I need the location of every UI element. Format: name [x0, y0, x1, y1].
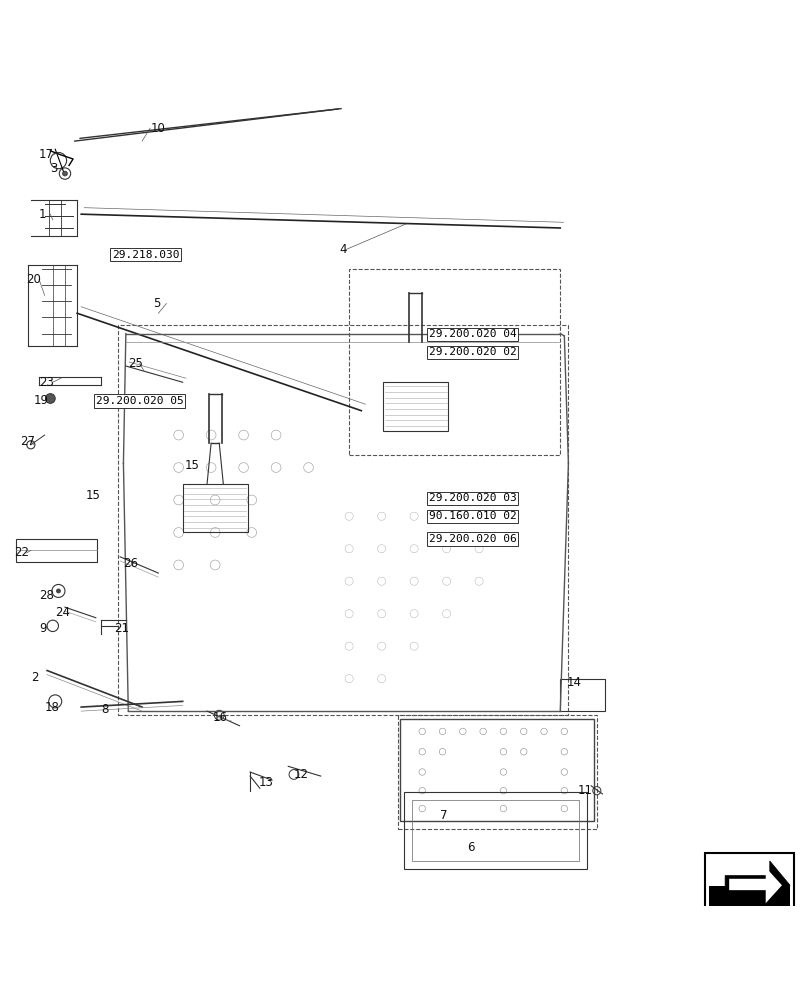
Text: 28: 28: [39, 589, 54, 602]
Polygon shape: [724, 861, 789, 910]
Text: 5: 5: [152, 297, 160, 310]
Bar: [397, 715, 596, 829]
Bar: [708, 886, 789, 908]
Text: 8: 8: [101, 703, 109, 716]
Text: 26: 26: [123, 557, 138, 570]
Text: 22: 22: [15, 546, 29, 559]
Text: 25: 25: [128, 357, 143, 370]
Text: 29.200.020 02: 29.200.020 02: [428, 347, 516, 357]
Text: 29.200.020 03: 29.200.020 03: [428, 493, 516, 503]
Text: 11: 11: [577, 784, 592, 797]
Text: 13: 13: [258, 776, 272, 789]
Text: 3: 3: [50, 162, 58, 175]
Text: 6: 6: [466, 841, 474, 854]
Text: 29.218.030: 29.218.030: [112, 250, 179, 260]
Text: 20: 20: [26, 273, 41, 286]
Text: 21: 21: [114, 622, 128, 635]
Bar: [118, 325, 568, 715]
Bar: [383, 382, 448, 431]
Text: 24: 24: [55, 606, 70, 619]
Circle shape: [56, 589, 61, 593]
Bar: [399, 719, 594, 821]
Text: 15: 15: [85, 489, 100, 502]
Bar: [704, 853, 793, 914]
Circle shape: [45, 394, 55, 403]
Text: 16: 16: [212, 711, 227, 724]
Text: 7: 7: [440, 809, 447, 822]
Text: 4: 4: [339, 243, 346, 256]
Text: 1: 1: [39, 208, 46, 221]
Text: 23: 23: [39, 376, 54, 389]
Text: 18: 18: [45, 701, 59, 714]
Text: 9: 9: [39, 622, 46, 635]
Text: 17: 17: [39, 148, 54, 161]
Text: 27: 27: [20, 435, 35, 448]
Bar: [404, 792, 586, 869]
Bar: [16, 539, 97, 562]
Text: 19: 19: [34, 394, 49, 407]
Text: 90.160.010 02: 90.160.010 02: [428, 511, 516, 521]
Text: 29.200.020 06: 29.200.020 06: [428, 534, 516, 544]
Text: 10: 10: [150, 122, 165, 135]
Bar: [349, 269, 560, 455]
Text: 15: 15: [185, 459, 200, 472]
Bar: [412, 800, 578, 861]
Circle shape: [62, 171, 67, 176]
Bar: [182, 484, 247, 532]
Bar: [560, 679, 604, 711]
Text: 12: 12: [294, 768, 308, 781]
Polygon shape: [728, 867, 781, 903]
Text: 2: 2: [31, 671, 38, 684]
Text: 29.200.020 05: 29.200.020 05: [96, 396, 183, 406]
Text: 14: 14: [566, 676, 581, 689]
Text: 29.200.020 04: 29.200.020 04: [428, 329, 516, 339]
